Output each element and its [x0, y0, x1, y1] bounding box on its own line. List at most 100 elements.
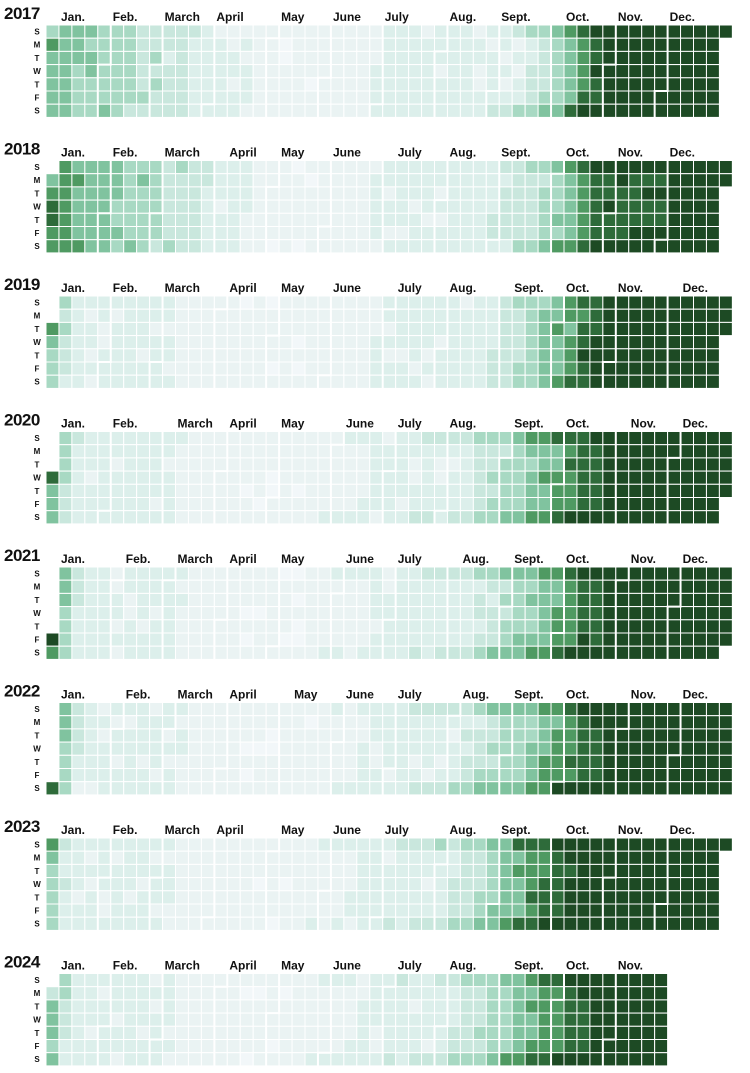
day-cell — [175, 510, 189, 525]
day-cell — [97, 1052, 112, 1067]
day-cell — [395, 226, 410, 241]
day-cell — [343, 103, 358, 118]
day-cell — [149, 1012, 164, 1027]
day-cell — [705, 483, 720, 498]
day-cell — [84, 781, 99, 796]
day-cell — [589, 1012, 604, 1027]
day-cell — [537, 592, 552, 608]
day-cell — [498, 632, 513, 647]
day-cell — [123, 645, 138, 660]
day-cell — [628, 470, 643, 485]
day-cell — [602, 497, 617, 512]
day-cell — [226, 173, 241, 188]
day-cell — [628, 754, 643, 769]
day-cell — [550, 728, 565, 743]
month-label-1: Feb. — [113, 10, 138, 24]
day-cell — [472, 374, 487, 389]
day-cell — [421, 619, 435, 634]
day-cell — [356, 715, 371, 730]
day-cell — [602, 741, 617, 756]
day-cell — [628, 510, 643, 525]
day-cell — [175, 1039, 189, 1054]
day-cell — [213, 890, 228, 905]
day-cell — [317, 741, 332, 756]
cells-2024 — [45, 973, 669, 1067]
day-cell — [395, 781, 410, 796]
day-cell — [537, 64, 552, 79]
month-label-10: Nov. — [631, 688, 656, 702]
day-cell — [589, 199, 604, 214]
day-cell — [291, 186, 306, 201]
day-cell — [537, 1052, 552, 1067]
day-cell — [239, 50, 254, 66]
day-cell — [278, 510, 293, 525]
day-cell — [459, 916, 474, 931]
day-cell — [110, 470, 125, 485]
day-cell — [537, 50, 552, 66]
day-cell — [615, 1025, 630, 1041]
day-cell — [472, 702, 487, 717]
day-cell — [705, 863, 720, 879]
day-cell — [589, 768, 604, 783]
day-cell — [213, 348, 228, 363]
day-cell — [408, 579, 423, 594]
day-cell — [693, 781, 707, 796]
day-cell — [84, 619, 99, 634]
day-cell — [589, 1025, 604, 1041]
day-cell — [408, 470, 423, 485]
day-cell — [304, 374, 319, 389]
day-cell — [58, 1012, 73, 1027]
day-cell — [343, 431, 358, 446]
day-cell — [356, 483, 371, 498]
day-cell — [278, 348, 293, 363]
day-cell — [434, 592, 448, 608]
day-cell — [563, 1039, 578, 1054]
month-label-8: Sept. — [501, 146, 530, 160]
day-cell — [149, 444, 164, 459]
day-cell — [589, 592, 604, 608]
day-cell — [563, 890, 578, 905]
day-cell — [123, 702, 138, 717]
day-cell — [304, 361, 319, 376]
day-cell — [123, 619, 138, 634]
day-cell — [680, 160, 694, 175]
day-cell — [550, 632, 565, 647]
day-cell — [175, 24, 189, 39]
day-cell — [563, 1052, 578, 1067]
day-cell — [265, 444, 280, 459]
day-cell — [356, 566, 371, 581]
day-cell — [667, 741, 682, 756]
month-divider — [381, 431, 397, 524]
day-cell — [537, 850, 552, 865]
day-cell — [369, 715, 384, 730]
day-cell — [226, 226, 241, 241]
day-cell — [369, 103, 384, 118]
day-cell — [382, 1052, 397, 1067]
day-cell — [395, 619, 410, 634]
month-label-1: Feb. — [113, 146, 138, 160]
day-cell — [498, 335, 513, 350]
day-cell — [175, 1052, 189, 1067]
day-cell — [382, 374, 397, 389]
day-cell — [537, 579, 552, 594]
month-label-11: Dec. — [683, 417, 708, 431]
day-cell — [589, 483, 604, 498]
day-cell — [317, 850, 332, 865]
day-cell — [136, 754, 151, 769]
day-cell — [498, 566, 513, 581]
day-cell — [343, 497, 358, 512]
day-cell — [149, 781, 164, 796]
day-cell — [97, 1039, 112, 1054]
day-cell — [693, 606, 707, 621]
day-cell — [434, 64, 448, 79]
day-cell — [602, 431, 617, 446]
month-divider — [666, 567, 682, 660]
day-cell — [693, 916, 707, 931]
month-label-2: March — [165, 281, 200, 295]
day-cell — [589, 606, 604, 621]
day-cell — [537, 903, 552, 918]
day-cell — [524, 754, 539, 769]
day-cell — [421, 1012, 435, 1027]
month-divider — [316, 160, 332, 253]
day-cell — [45, 632, 60, 647]
